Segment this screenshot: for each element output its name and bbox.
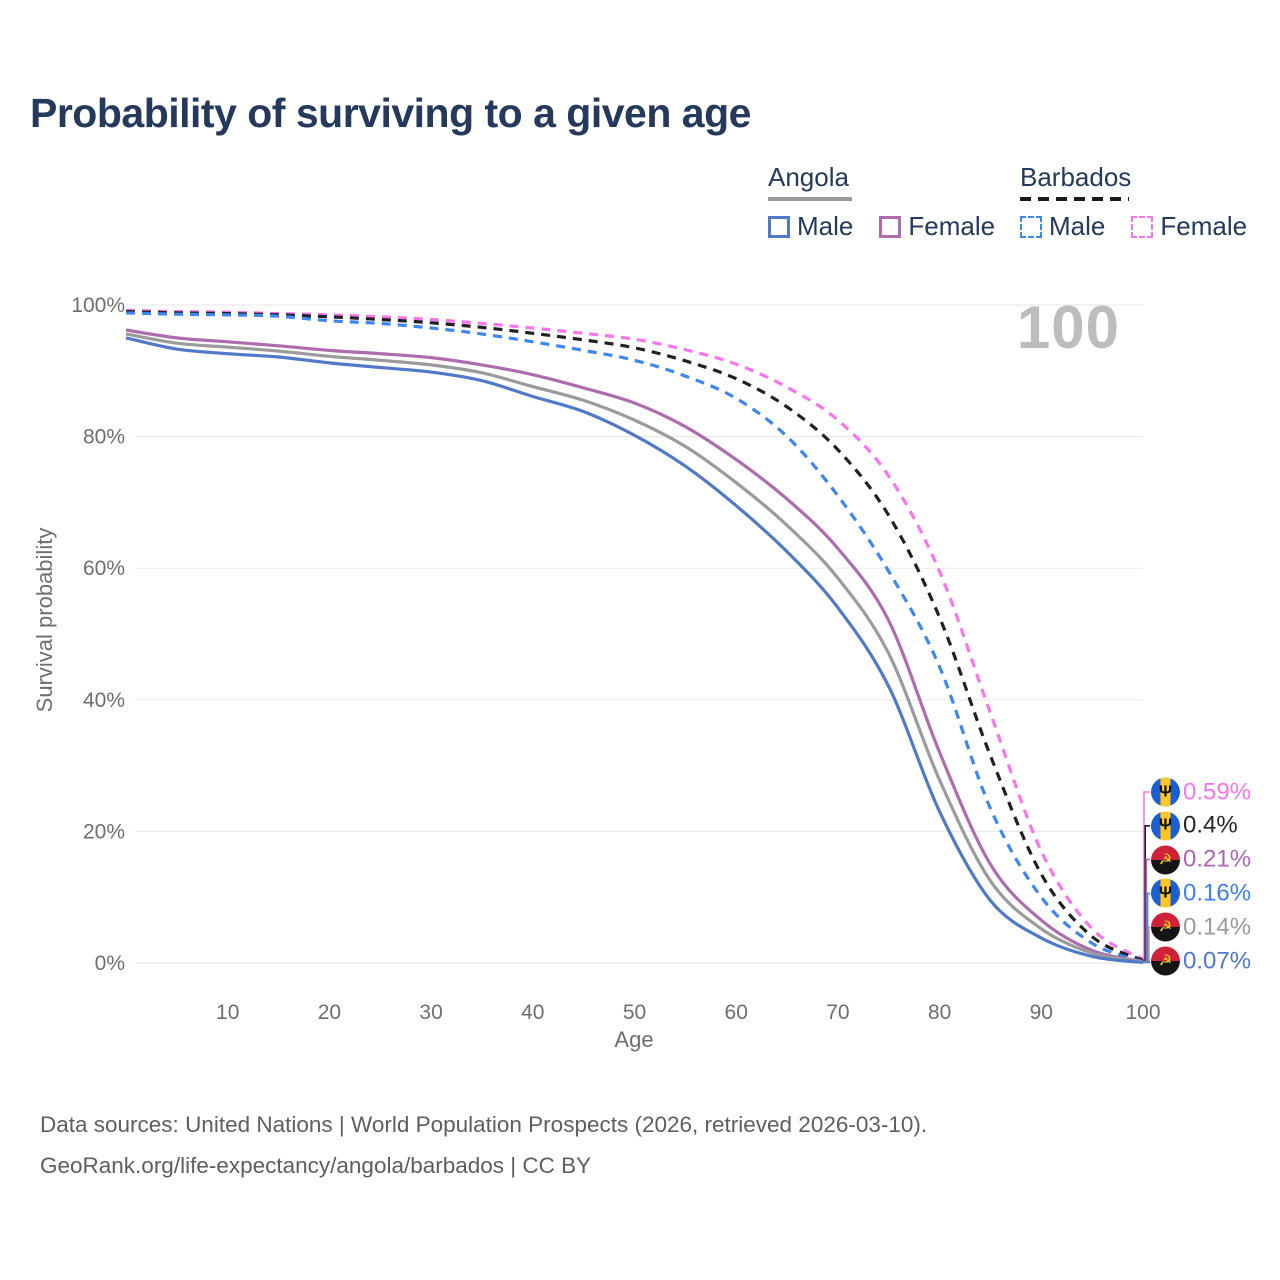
y-tick-label: 20% [83, 820, 125, 843]
x-tick-label: 100 [1125, 1001, 1160, 1024]
end-label-value: 0.59% [1183, 778, 1252, 805]
angola-male-swatch-icon [768, 215, 790, 238]
curve-angola-male[interactable] [125, 336, 1144, 965]
end-label-value: 0.07% [1183, 947, 1252, 974]
barbados-flag-glyph: Ψ [1159, 884, 1172, 902]
y-axis-title: Survival probability [32, 527, 57, 713]
x-axis-title: Age [614, 1027, 654, 1052]
barbados-line-sample [1020, 197, 1129, 201]
barbados-flag-icon: Ψ [1151, 777, 1180, 807]
legend-item-barbados-female[interactable]: Female [1131, 211, 1247, 242]
curve-angola-both[interactable] [125, 332, 1144, 964]
legend-item-angola-female[interactable]: Female [879, 211, 995, 242]
y-tick-label: 80% [83, 426, 125, 449]
end-label-connector [1143, 825, 1152, 962]
x-tick-label: 70 [826, 1001, 849, 1024]
footer-data-sources: Data sources: United Nations | World Pop… [40, 1112, 928, 1137]
barbados-flag-icon: Ψ [1151, 878, 1180, 908]
end-label-value: 0.21% [1183, 845, 1252, 873]
y-tick-label: 60% [83, 557, 125, 580]
legend-angola-title: Angola [768, 162, 849, 192]
barbados-flag-glyph: Ψ [1159, 816, 1172, 834]
age-counter-watermark: 100 [1016, 294, 1120, 361]
footer: Data sources: United Nations | World Pop… [40, 1104, 927, 1186]
end-label-connector [1143, 791, 1152, 960]
end-label-row: Ψ 0.16% [1151, 878, 1252, 908]
legend-angola: Angola Male Female [768, 162, 995, 242]
x-tick-label: 40 [521, 1001, 544, 1024]
end-label-row: Ψ 0.59% [1151, 777, 1252, 807]
x-tick-label: 20 [318, 1001, 341, 1024]
x-tick-label: 50 [623, 1001, 646, 1024]
legend-item-angola-male[interactable]: Male [768, 211, 853, 242]
x-tick-label: 80 [928, 1001, 951, 1024]
legend-angola-female-label: Female [908, 211, 996, 241]
x-tick-label: 30 [419, 1001, 442, 1024]
legend-item-barbados-male[interactable]: Male [1020, 211, 1105, 242]
end-label-row: Ψ 0.4% [1151, 811, 1238, 841]
y-tick-label: 100% [71, 294, 125, 317]
end-label-row: ☭ 0.07% [1151, 946, 1252, 976]
legend-barbados: Barbados Male Female [1020, 162, 1247, 242]
legend-barbados-title: Barbados [1020, 162, 1132, 192]
legend-barbados-female-label: Female [1160, 211, 1248, 241]
barbados-female-swatch-icon [1131, 215, 1154, 238]
angola-flag-glyph: ☭ [1158, 851, 1173, 869]
x-tick-label: 90 [1030, 1001, 1053, 1024]
x-tick-label: 10 [216, 1001, 239, 1024]
angola-flag-glyph: ☭ [1158, 918, 1173, 936]
barbados-flag-icon: Ψ [1151, 811, 1180, 841]
legend-angola-male-label: Male [797, 211, 854, 241]
curve-barbados-female[interactable] [125, 308, 1144, 961]
barbados-flag-glyph: Ψ [1159, 783, 1172, 800]
angola-line-sample [768, 197, 852, 201]
end-label-row: ☭ 0.14% [1151, 912, 1252, 942]
angola-flag-icon: ☭ [1151, 912, 1180, 942]
curve-angola-female[interactable] [125, 328, 1144, 964]
end-label-value: 0.14% [1183, 913, 1252, 941]
footer-attribution: GeoRank.org/life-expectancy/angola/barba… [40, 1153, 592, 1178]
end-label-row: ☭ 0.21% [1151, 845, 1252, 875]
angola-flag-icon: ☭ [1151, 946, 1180, 976]
y-tick-label: 0% [95, 952, 125, 975]
barbados-male-swatch-icon [1020, 215, 1042, 238]
legend-barbados-male-label: Male [1049, 211, 1106, 241]
x-tick-label: 60 [725, 1001, 748, 1024]
end-label-value: 0.4% [1183, 811, 1238, 839]
angola-flag-glyph: ☭ [1158, 952, 1173, 970]
y-tick-label: 40% [83, 689, 125, 712]
curve-barbados-male[interactable] [125, 311, 1144, 964]
end-label-value: 0.16% [1183, 879, 1252, 907]
angola-flag-icon: ☭ [1151, 845, 1180, 875]
angola-female-swatch-icon [879, 215, 902, 238]
page-title: Probability of surviving to a given age [30, 90, 751, 136]
